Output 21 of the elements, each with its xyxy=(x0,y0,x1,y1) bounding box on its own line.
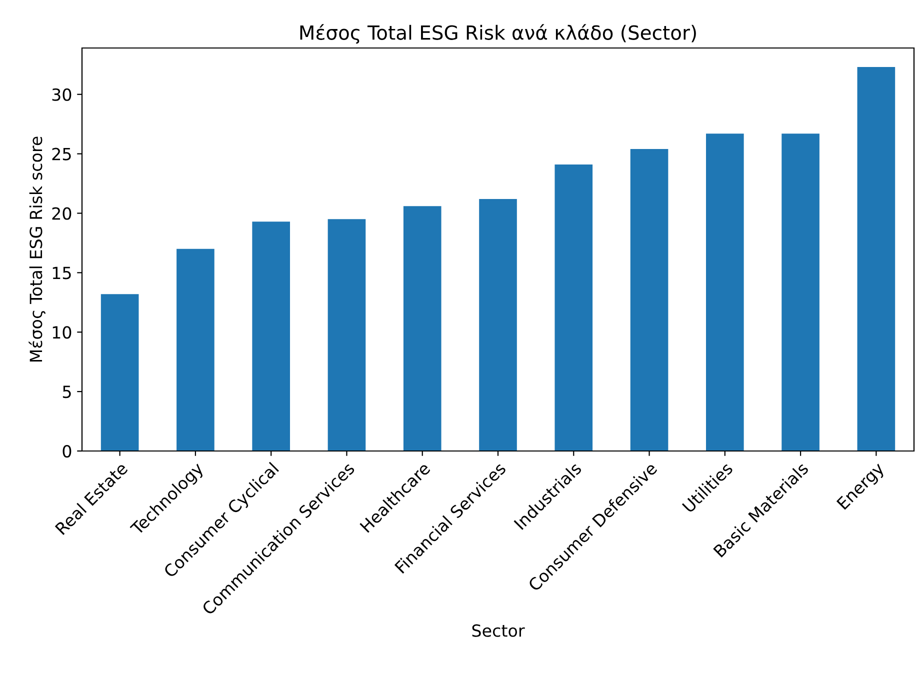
bar xyxy=(782,134,820,451)
y-tick-label: 0 xyxy=(62,444,72,458)
y-tick-label: 20 xyxy=(52,207,72,220)
bar xyxy=(100,294,139,451)
chart-title: Μέσος Total ESG Risk ανά κλάδο (Sector) xyxy=(300,24,696,44)
bar xyxy=(706,134,744,451)
bar xyxy=(479,198,517,451)
bar xyxy=(252,222,290,451)
bar xyxy=(857,67,896,451)
y-tick-label: 25 xyxy=(52,148,71,160)
y-tick-label: 5 xyxy=(62,386,71,398)
bar xyxy=(403,206,442,451)
y-tick-label: 10 xyxy=(52,326,72,339)
bar xyxy=(176,248,214,451)
bar xyxy=(554,164,593,451)
y-tick-label: 30 xyxy=(52,88,72,101)
bar xyxy=(630,149,668,451)
x-axis-title: Sector xyxy=(472,624,525,637)
y-tick-label: 15 xyxy=(52,266,71,280)
bar xyxy=(328,219,366,451)
y-axis-title: Μέσος Total ESG Risk score xyxy=(28,136,46,362)
